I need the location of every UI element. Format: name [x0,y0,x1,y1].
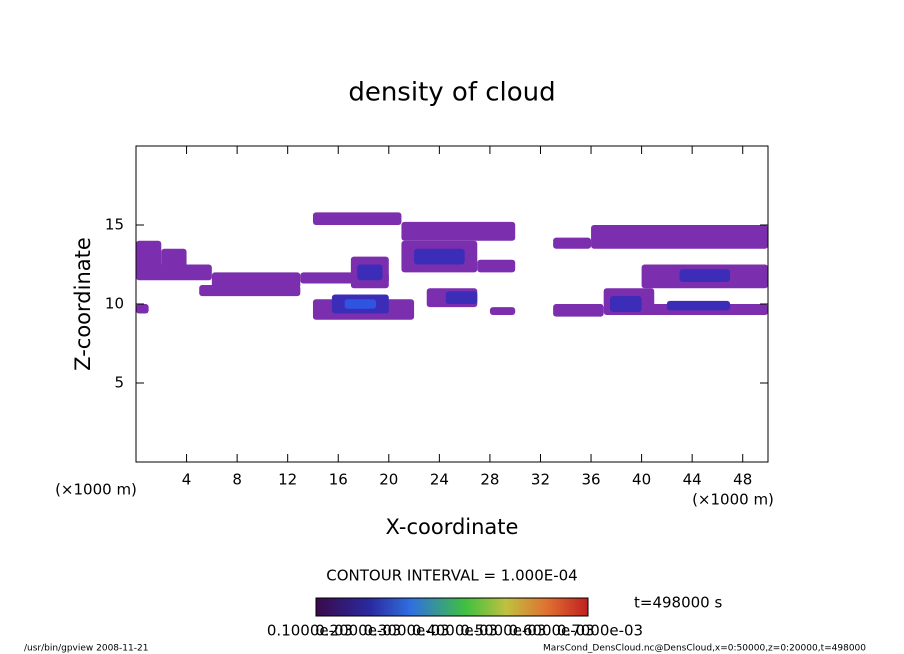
cloud-patch [591,225,768,249]
colorbar-labels: 0.1000e-030.2000e-030.3000e-030.4000e-03… [267,622,643,640]
x-tick-label: 16 [329,471,348,489]
cloud-patch [344,299,377,309]
contour-interval: CONTOUR INTERVAL = 1.000E-04 [326,567,577,585]
y-tick-label: 5 [114,374,124,392]
x-axis-label: X-coordinate [386,515,519,539]
cloud-patch [679,269,731,282]
cloud-patch [357,264,383,281]
cloud-patch [553,237,592,249]
footer-right: MarsCond_DensCloud.nc@DensCloud,x=0:5000… [543,644,866,654]
x-tick-label: 44 [683,471,702,489]
x-tick-label: 12 [278,471,297,489]
colorbar-label: 0.6000e-03 [509,622,595,640]
colorbar [315,597,589,617]
colorbar-label: 0.1000e-03 [267,622,353,640]
x-tick-label: 20 [379,471,398,489]
colorbar-label: 0.4000e-03 [412,622,498,640]
x-tick-label: 36 [581,471,600,489]
cloud-patch [666,300,731,311]
cloud-patch [161,248,187,270]
x-unit: (×1000 m) [692,491,774,509]
cloud-patch [477,259,516,273]
x-tick-label: 8 [232,471,242,489]
cloud-patch [489,307,516,316]
x-tick-label: 32 [531,471,550,489]
contour-fill [136,212,768,320]
y-tick-label: 10 [105,295,124,313]
cloud-patch [445,291,478,304]
cloud-patch [211,272,301,289]
x-tick-label: 4 [182,471,192,489]
x-tick-label: 48 [733,471,752,489]
y-unit: (×1000 m) [55,481,137,499]
cloud-patch [136,264,212,281]
footer-left: /usr/bin/gpview 2008-11-21 [24,644,148,654]
time-label: t=498000 s [634,594,722,612]
chart-title: density of cloud [348,78,555,108]
colorbar-label: 0.5000e-03 [460,622,546,640]
colorbar-label: 0.2000e-03 [315,622,401,640]
cloud-patch [401,221,516,241]
cloud-patch [312,212,402,225]
x-tick-label: 40 [632,471,651,489]
colorbar-label: 0.7000e-03 [557,622,643,640]
x-tick-label: 28 [480,471,499,489]
y-axis-label: Z-coordinate [71,237,95,371]
cloud-patch [610,296,642,312]
y-tick-label: 15 [105,216,124,234]
colorbar-label: 0.3000e-03 [364,622,450,640]
cloud-patch [553,304,604,317]
cloud-patch [414,248,465,265]
cloud-patch [136,304,149,314]
cloud-patch [199,285,301,297]
x-tick-label: 24 [430,471,449,489]
